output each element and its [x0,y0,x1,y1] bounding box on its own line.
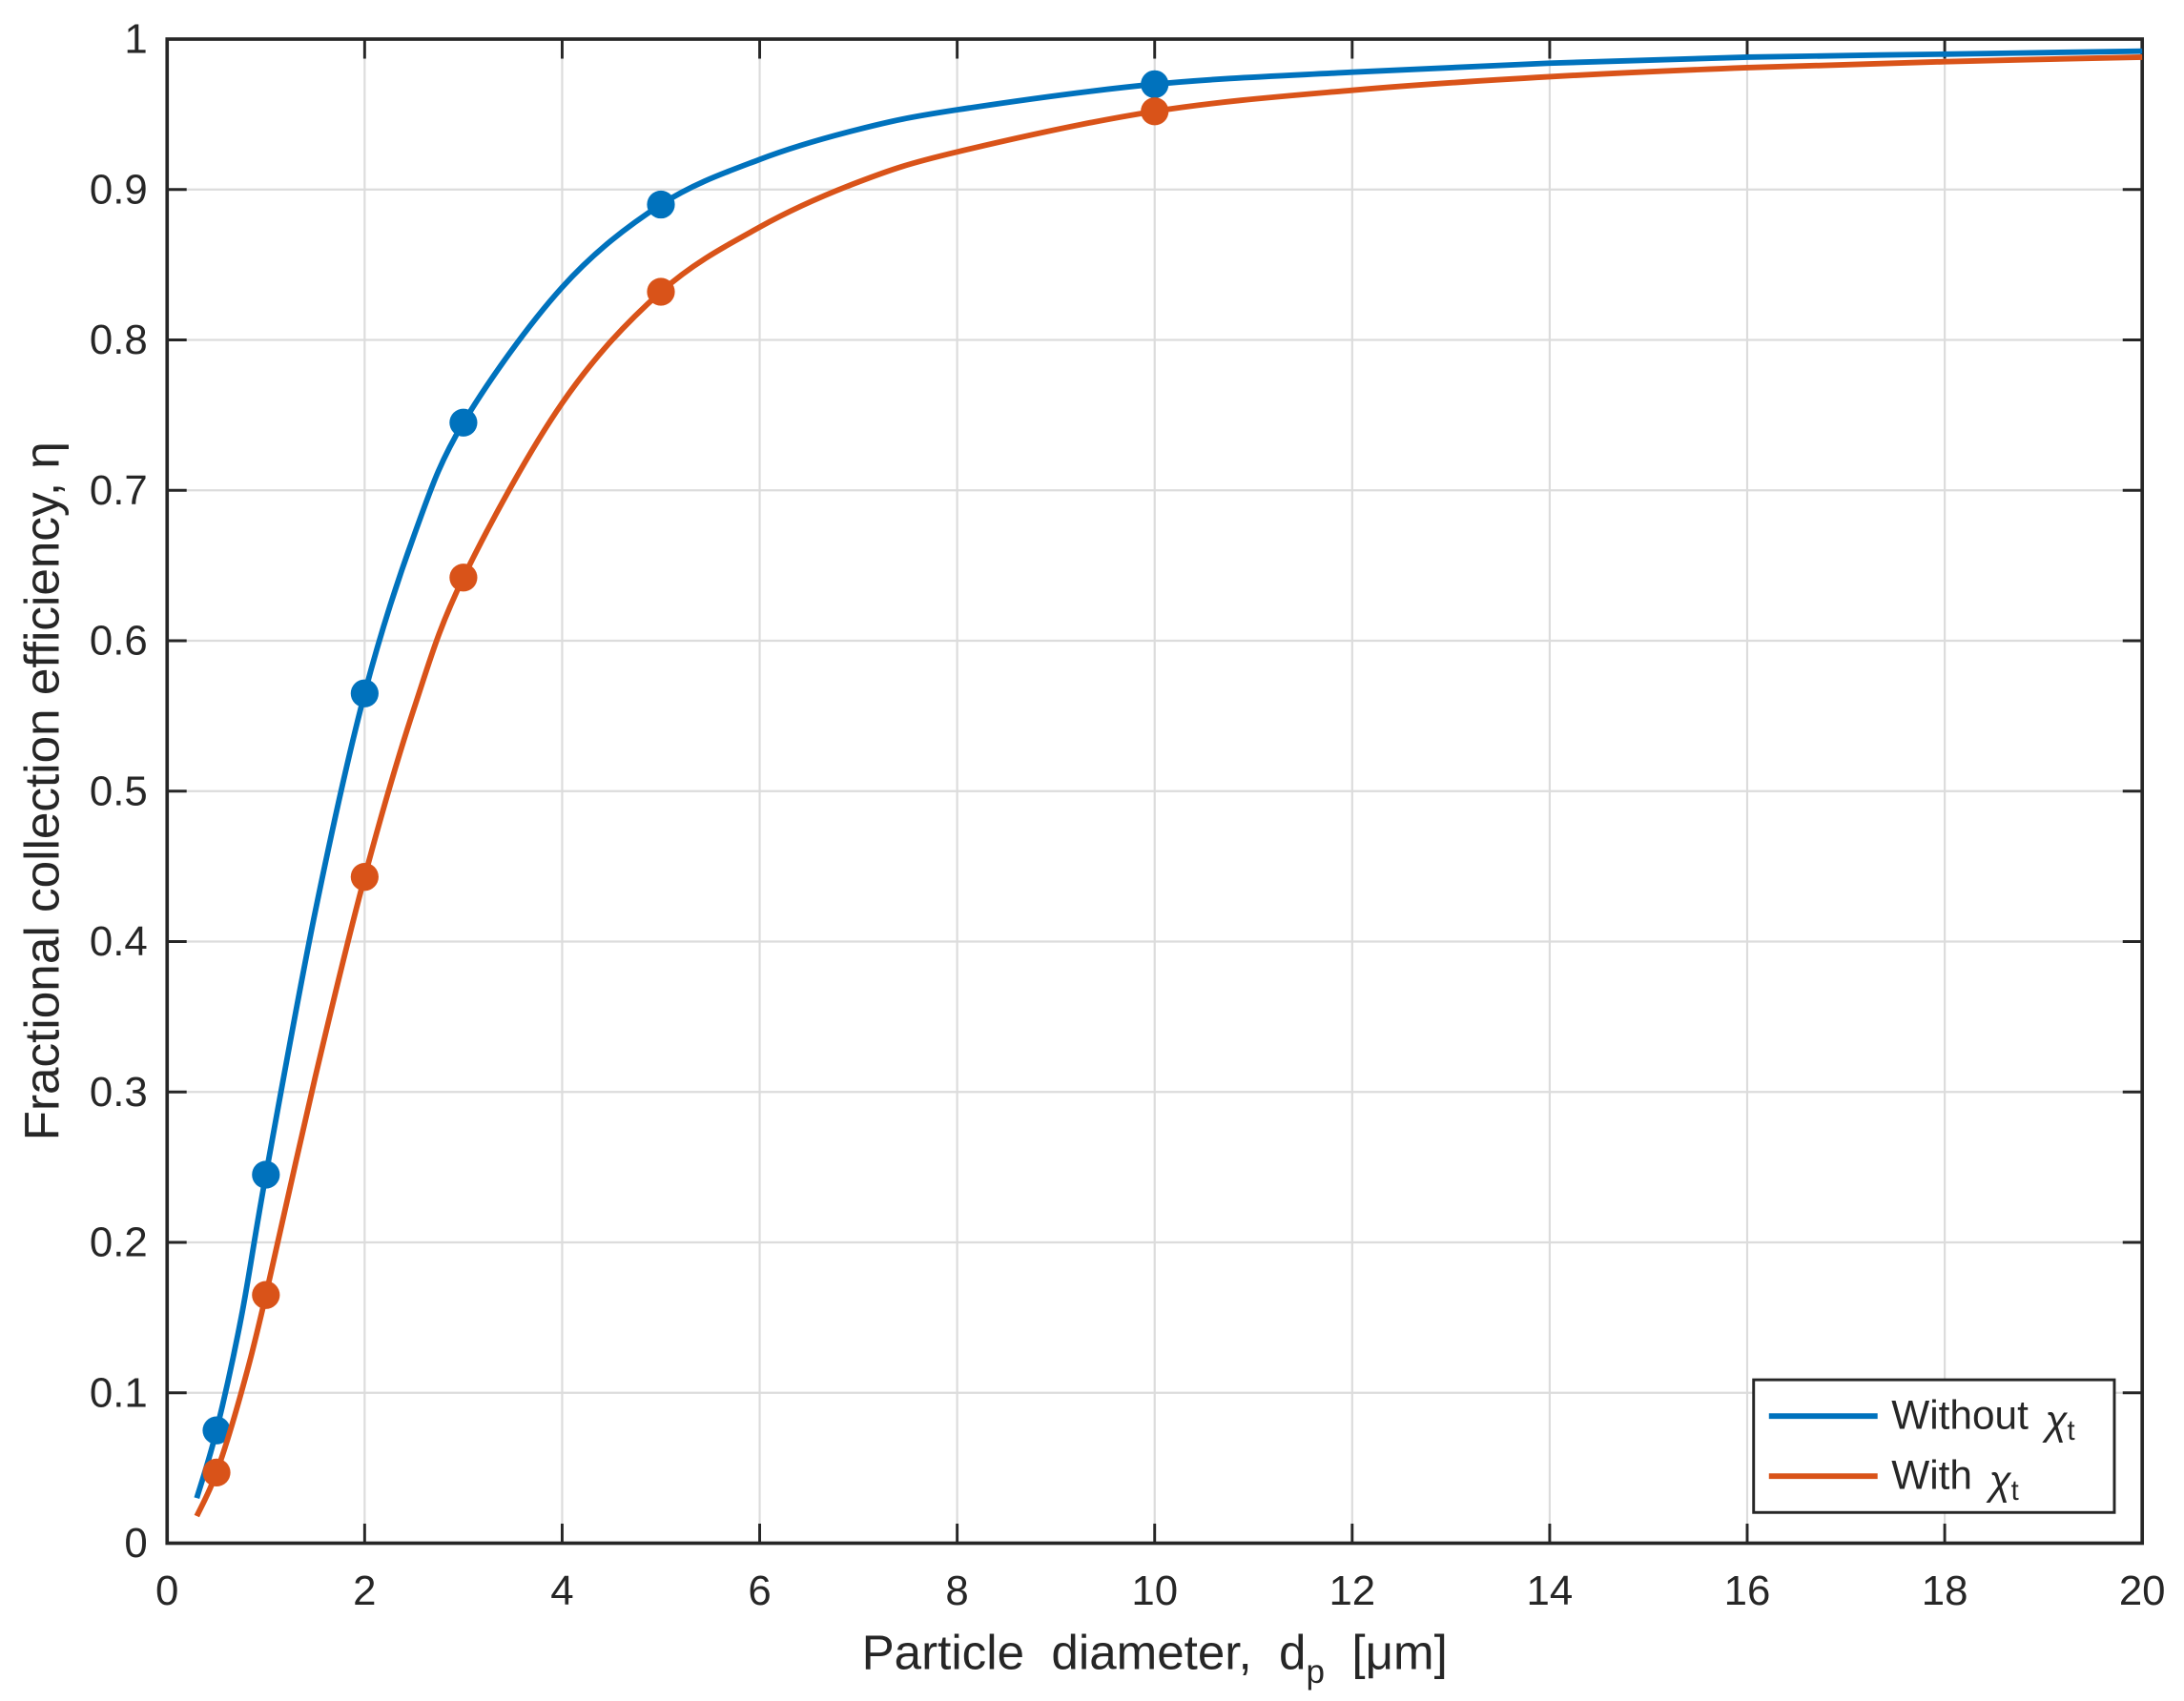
legend-name: Without [1891,1392,2029,1437]
legend-name: With [1891,1452,1972,1497]
y-tick-label: 0.3 [90,1069,148,1116]
legend-label: With χt [1891,1452,2018,1506]
data-marker [1141,97,1169,126]
x-tick-label: 2 [353,1568,376,1614]
data-marker [252,1281,280,1309]
y-tick-label: 0 [124,1520,147,1567]
x-axis-label-unit: [μm] [1325,1625,1448,1679]
y-tick-label: 0.5 [90,768,148,814]
y-tick-label: 0.7 [90,467,148,514]
data-marker [647,277,675,306]
series-line [194,48,2143,1499]
data-marker [1141,70,1169,98]
y-tick-label: 0.1 [90,1369,148,1416]
x-axis-label-sub: p [1307,1653,1326,1691]
data-marker [449,408,478,437]
legend-symbol-sub: t [2068,1416,2075,1446]
x-axis-label: Particle diameter, dp [μm] [862,1625,1448,1691]
data-marker [252,1160,280,1189]
y-tick-label: 0.6 [90,618,148,665]
series-line [194,54,2143,1518]
legend-label: Without χt [1891,1392,2074,1446]
data-marker [647,190,675,219]
plot-frame [165,37,2145,1546]
y-tick-label: 0.4 [90,918,148,965]
y-tick-label: 0.2 [90,1219,148,1266]
x-tick-label: 16 [1724,1568,1771,1614]
x-tick-label: 0 [155,1568,178,1614]
legend-symbol-sub: t [2011,1476,2019,1506]
y-tick-label: 0.9 [90,166,148,213]
x-tick-label: 12 [1329,1568,1375,1614]
x-tick-label: 6 [748,1568,771,1614]
x-axis-label-text: Particle diameter, d [862,1625,1307,1679]
x-tick-label: 8 [945,1568,968,1614]
data-marker [202,1416,231,1445]
x-tick-label: 14 [1527,1568,1574,1614]
legend-box [1752,1378,2116,1514]
x-tick-label: 20 [2119,1568,2166,1614]
legend-symbol: χ [1986,1458,2012,1503]
data-marker [449,564,478,592]
data-marker [350,863,379,891]
legend-symbol: χ [2041,1398,2068,1443]
data-marker [350,679,379,707]
x-tick-label: 18 [1922,1568,1968,1614]
y-tick-label: 1 [124,16,147,63]
x-tick-label: 10 [1131,1568,1178,1614]
x-tick-label: 4 [550,1568,573,1614]
y-tick-label: 0.8 [90,317,148,363]
data-marker [202,1458,231,1486]
y-axis-label: Fractional collection efficiency, η [14,441,69,1140]
